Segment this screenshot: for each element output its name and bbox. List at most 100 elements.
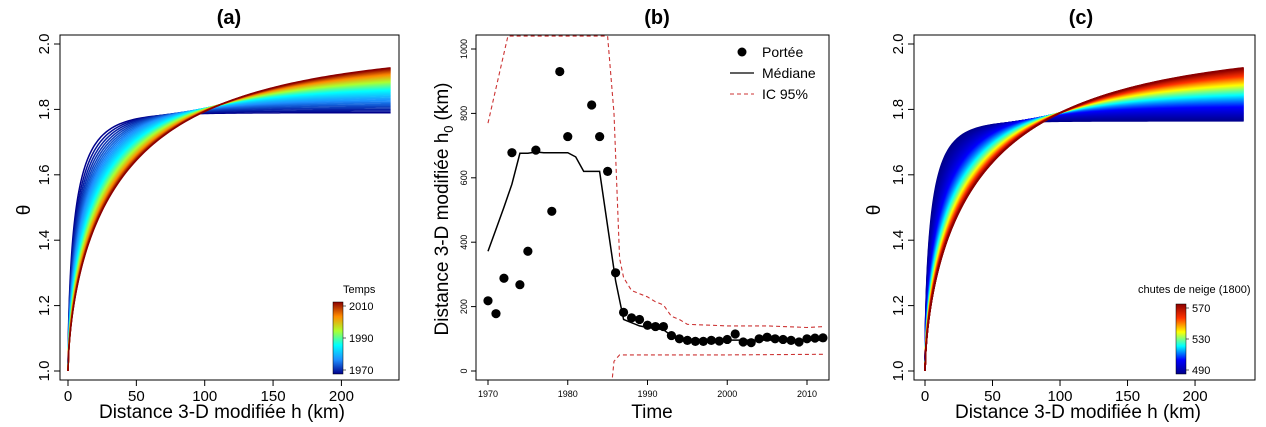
y-tick-label: 1.8 [36, 99, 53, 120]
data-point [746, 338, 756, 348]
x-tick-label: 50 [984, 388, 1001, 405]
x-tick-label: 0 [921, 388, 929, 405]
data-point [618, 307, 629, 317]
data-point [634, 314, 645, 325]
y-tick-label: 1000 [459, 39, 469, 59]
series-curve [924, 84, 1244, 372]
panel-b-frame [475, 34, 830, 381]
y-tick-label: 400 [459, 235, 469, 250]
panel-b-y-label-unit: (km) [432, 83, 453, 121]
data-point [682, 335, 692, 346]
series-curve [924, 77, 1244, 372]
series-curve [924, 78, 1244, 372]
panel-a-y-ticks: 1.0 1.2 1.4 1.6 1.8 2.0 [36, 34, 60, 382]
y-tick-label: 1.4 [890, 230, 907, 251]
panel-a-x-ticks: 0 50 100 150 200 [64, 380, 354, 405]
series-curve [924, 82, 1244, 372]
series-curve [924, 84, 1244, 372]
data-point [666, 330, 677, 341]
x-tick-label: 200 [329, 388, 354, 405]
panel-a-colorbar-labels: 2010 1990 1970 [343, 301, 373, 377]
panel-c-colorbar-gradient [1175, 303, 1187, 375]
legend-label-ic: IC 95% [762, 86, 808, 102]
panel-c-x-label: Distance 3-D modifiée h (km) [955, 402, 1201, 423]
x-tick-label: 50 [128, 388, 145, 405]
x-tick-label: 2000 [717, 389, 737, 399]
data-point [595, 131, 605, 142]
legend-label-portee: Portée [762, 44, 803, 60]
panel-a: (a) 0 50 100 150 200 1.0 1.2 1.4 1.6 1.8 2.0 Dist… [14, 7, 400, 423]
x-tick-label: 2010 [797, 389, 817, 399]
x-tick-label: 0 [64, 388, 72, 405]
data-point [547, 206, 557, 216]
data-point [778, 334, 788, 345]
series-curve [924, 78, 1244, 372]
y-tick-label: 1.2 [36, 295, 53, 316]
series-curve [924, 80, 1244, 372]
series-line [487, 151, 823, 341]
x-tick-label: 150 [261, 388, 286, 405]
data-point [810, 333, 820, 343]
panel-a-curves [67, 67, 391, 372]
data-point [507, 148, 517, 158]
series-curve [924, 81, 1244, 372]
y-tick-label: 1.6 [36, 164, 53, 185]
series-curve [924, 84, 1244, 372]
panel-c-curves [924, 67, 1244, 372]
panel-a-colorbar-gradient [332, 301, 344, 375]
panel-b-y-label-subscript: 0 [441, 125, 456, 132]
data-point [491, 309, 501, 319]
y-tick-label: 600 [459, 170, 469, 185]
data-point [786, 335, 796, 346]
data-point [555, 66, 565, 77]
data-point [523, 246, 533, 256]
series-curve [924, 80, 1244, 372]
colorbar-label: 570 [1192, 303, 1210, 315]
data-point [674, 334, 685, 344]
panel-c-title: (c) [1069, 7, 1093, 29]
y-tick-label: 1.4 [36, 230, 53, 251]
data-point [738, 337, 748, 347]
panel-b-y-label: Distance 3-D modifiée h0 (km) [432, 83, 456, 336]
series-curve [924, 81, 1244, 372]
data-point [483, 296, 493, 306]
data-point [794, 337, 804, 347]
colorbar-label: 1990 [349, 333, 373, 345]
data-point [690, 336, 700, 346]
y-tick-label: 1.0 [36, 361, 53, 382]
y-tick-label: 0 [459, 368, 469, 373]
legend-label-mediane: Médiane [762, 65, 816, 81]
panel-c-colorbar-title: chutes de neige (1800) [1138, 284, 1251, 296]
y-tick-label: 1.0 [890, 361, 907, 382]
panel-b-y-label-main: Distance 3-D modifiée h [432, 133, 453, 336]
data-point [499, 273, 509, 283]
series-curve [924, 85, 1244, 372]
colorbar-label: 490 [1192, 365, 1210, 377]
colorbar-label: 1970 [349, 365, 373, 377]
x-tick-label: 150 [1115, 388, 1140, 405]
x-tick-label: 1980 [558, 389, 578, 399]
panel-a-frame [59, 34, 400, 381]
panel-a-x-label: Distance 3-D modifiée h (km) [99, 402, 345, 423]
series-curve [924, 82, 1244, 372]
panel-b-title: (b) [644, 7, 670, 29]
series-curve [924, 78, 1244, 372]
panel-b-marks [483, 35, 828, 378]
panel-c-y-ticks: 1.0 1.2 1.4 1.6 1.8 2.0 [890, 34, 914, 382]
series-curve [924, 77, 1244, 372]
series-curve [67, 67, 391, 372]
x-tick-label: 1990 [637, 389, 657, 399]
colorbar-label: 530 [1192, 334, 1210, 346]
colorbar-label: 2010 [349, 301, 373, 313]
series-curve [924, 79, 1244, 372]
data-point [706, 335, 716, 346]
data-point [770, 334, 780, 344]
y-tick-label: 2.0 [36, 34, 53, 55]
panel-a-y-label: θ [14, 205, 35, 216]
panel-c: (c) 0 50 100 150 200 1.0 1.2 1.4 1.6 1.8 2.0 Dist… [864, 7, 1256, 423]
series-curve [924, 79, 1244, 372]
panel-b-x-ticks: 1970 1980 1990 2000 2010 [478, 380, 817, 399]
data-point [754, 334, 764, 344]
panel-c-y-label: θ [864, 205, 885, 216]
y-tick-label: 800 [459, 106, 469, 121]
